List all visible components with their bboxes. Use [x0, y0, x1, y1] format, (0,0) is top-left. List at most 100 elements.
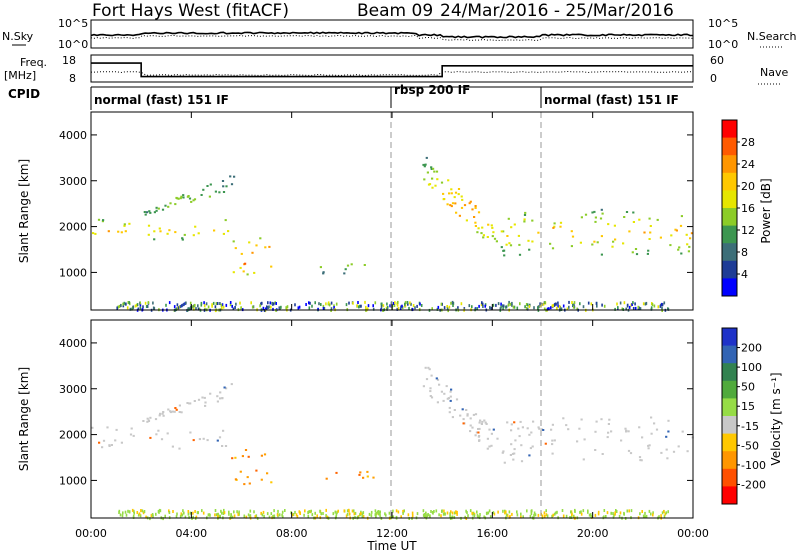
echo-cell [266, 512, 269, 516]
echo-cell [194, 510, 196, 513]
echo-cell [294, 510, 296, 514]
echo-cell [680, 215, 683, 218]
echo-cell [451, 416, 454, 419]
echo-cell [622, 242, 625, 245]
echo-cell [648, 509, 651, 513]
echo-cell [634, 248, 638, 250]
echo-cell [453, 515, 456, 519]
echo-cell [446, 511, 449, 515]
echo-cell [362, 514, 365, 518]
echo-cell [621, 307, 624, 311]
echo-cell [568, 305, 570, 309]
echo-cell [532, 420, 535, 423]
echo-cell [197, 304, 199, 308]
echo-cell [516, 306, 519, 310]
echo-cell [101, 220, 104, 223]
echo-cell [159, 412, 162, 415]
echo-cell [230, 183, 234, 186]
echo-cell [219, 397, 222, 400]
echo-cell [553, 225, 556, 228]
echo-cell [232, 240, 235, 243]
echo-cell [294, 303, 296, 307]
echo-cell [450, 388, 453, 391]
x-tick-label: 00:00 [75, 527, 107, 540]
echo-cell [200, 194, 203, 196]
echo-cell [423, 165, 426, 168]
echo-cell [580, 418, 583, 421]
echo-cell [561, 509, 564, 512]
colorbar-tick-label: 200 [741, 342, 762, 355]
echo-cell [474, 413, 478, 416]
echo-cell [448, 406, 451, 409]
echo-cell [554, 302, 557, 306]
echo-cell [218, 514, 220, 518]
echo-cell [218, 436, 222, 439]
echo-cell [557, 304, 559, 308]
echo-cell [414, 306, 416, 310]
echo-cell [144, 301, 147, 305]
echo-cell [511, 301, 513, 305]
echo-cell [425, 378, 429, 381]
colorbar-swatch [722, 172, 737, 191]
echo-cell [462, 418, 465, 421]
echo-cell [445, 385, 448, 388]
echo-cell [469, 424, 472, 427]
echo-cell [511, 452, 515, 455]
echo-cell [308, 301, 310, 305]
echo-cell [223, 508, 225, 512]
echo-cell [147, 301, 150, 305]
echo-cell [634, 302, 636, 306]
echo-cell [139, 301, 141, 305]
echo-cell [436, 178, 439, 181]
echo-cell [606, 511, 609, 515]
echo-cell [533, 306, 535, 310]
echo-cell [129, 433, 133, 436]
colorbar-tick-label: 8 [741, 246, 748, 259]
echo-cell [372, 476, 375, 479]
echo-cell [309, 301, 311, 305]
echo-cell [502, 230, 505, 233]
echo-cell [513, 448, 516, 451]
echo-cell [101, 446, 104, 449]
echo-cell [478, 435, 481, 437]
echo-cell [635, 253, 639, 256]
echo-cell [488, 509, 491, 513]
echo-cell [166, 432, 169, 435]
echo-cell [176, 512, 178, 516]
echo-cell [483, 515, 485, 519]
echo-cell [653, 304, 656, 308]
echo-cell [465, 219, 468, 222]
echo-cell [255, 514, 258, 518]
echo-cell [220, 509, 222, 513]
echo-cell [214, 190, 217, 193]
echo-cell [131, 307, 133, 311]
echo-cell [491, 226, 494, 229]
echo-region-early-band [91, 426, 228, 450]
echo-cell [648, 444, 651, 447]
echo-cell [261, 513, 264, 517]
echo-cell [552, 226, 555, 229]
echo-cell [529, 447, 532, 450]
echo-cell [229, 303, 232, 307]
echo-cell [161, 208, 165, 211]
echo-cell [541, 514, 544, 518]
echo-cell [618, 514, 621, 518]
echo-cell [627, 449, 631, 452]
echo-cell [204, 401, 207, 404]
echo-cell [144, 213, 147, 216]
echo-cell [435, 377, 438, 380]
echo-cell [194, 303, 196, 307]
echo-cell [459, 414, 462, 417]
colorbar-swatch [722, 243, 737, 262]
echo-cell [631, 303, 633, 306]
echo-cell [489, 306, 491, 310]
echo-cell [155, 209, 158, 212]
echo-cell [610, 430, 613, 433]
echo-cell [204, 404, 207, 407]
echo-cell [568, 300, 570, 304]
echo-cell [248, 482, 251, 485]
echo-cell [416, 512, 419, 516]
echo-cell [178, 447, 181, 450]
echo-cell [474, 205, 477, 207]
